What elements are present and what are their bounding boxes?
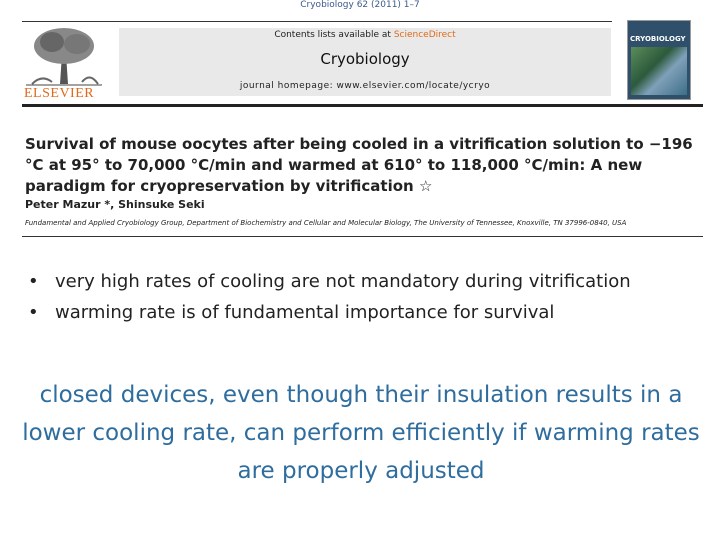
- bullet-item: • very high rates of cooling are not mand…: [28, 266, 631, 297]
- paper-title: Survival of mouse oocytes after being co…: [25, 134, 710, 197]
- affiliation-rule: [22, 236, 703, 237]
- bullet-list: • very high rates of cooling are not mand…: [28, 266, 631, 328]
- paper-affiliation: Fundamental and Applied Cryobiology Grou…: [25, 219, 627, 227]
- cover-title: CRYOBIOLOGY: [630, 35, 686, 43]
- bullet-item: • warming rate is of fundamental importan…: [28, 297, 631, 328]
- contents-prefix: Contents lists available at: [274, 30, 394, 40]
- journal-title: Cryobiology: [320, 50, 410, 68]
- title-footnote-mark: ☆: [418, 177, 433, 195]
- journal-header-box: Contents lists available at ScienceDirec…: [119, 28, 611, 96]
- cover-image: [631, 47, 687, 95]
- journal-reference: Cryobiology 62 (2011) 1–7: [300, 0, 420, 10]
- bullet-text: very high rates of cooling are not manda…: [55, 271, 631, 292]
- paper-authors: Peter Mazur *, Shinsuke Seki: [25, 198, 205, 211]
- header-rule-top: [22, 21, 612, 22]
- sciencedirect-link[interactable]: ScienceDirect: [393, 30, 456, 40]
- conclusion-statement: closed devices, even though their insula…: [22, 382, 700, 484]
- paper-title-text: Survival of mouse oocytes after being co…: [25, 135, 693, 195]
- publisher-wordmark: ELSEVIER: [24, 86, 95, 101]
- bullet-dot-icon: •: [28, 271, 39, 292]
- bullet-text: warming rate is of fundamental importanc…: [55, 302, 555, 323]
- bullet-dot-icon: •: [28, 302, 39, 323]
- journal-cover-thumbnail: CRYOBIOLOGY: [627, 20, 691, 100]
- journal-homepage[interactable]: journal homepage: www.elsevier.com/locat…: [239, 81, 491, 91]
- contents-line: Contents lists available at ScienceDirec…: [119, 30, 611, 40]
- header-rule-thick: [22, 104, 703, 107]
- elsevier-tree-logo: [22, 24, 104, 86]
